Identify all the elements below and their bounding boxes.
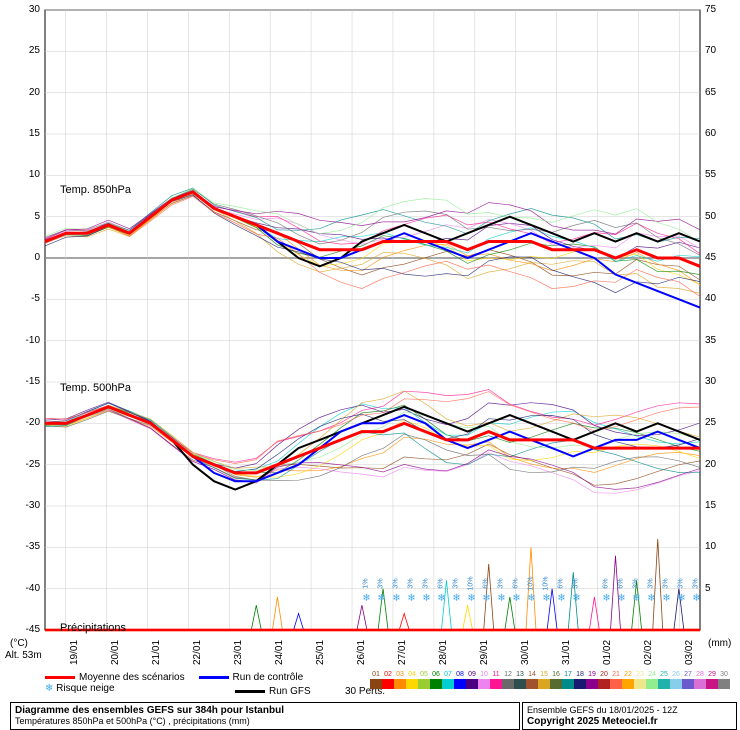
- snow-prob: 10%❄: [524, 580, 538, 604]
- footer-meta-box: Ensemble GEFS du 18/01/2025 - 12ZCopyrig…: [522, 702, 737, 730]
- snow-prob: 1%❄: [359, 580, 373, 604]
- footer-subtitle: Températures 850hPa et 500hPa (°C) , pré…: [15, 716, 250, 726]
- snow-prob: 3%❄: [494, 580, 508, 604]
- y-right-tick: 35: [705, 335, 735, 346]
- footer-title: Diagramme des ensembles GEFS sur 384h po…: [15, 705, 284, 716]
- y-right-tick: 40: [705, 293, 735, 304]
- x-date-tick: 03/02: [684, 640, 695, 665]
- y-left-tick: -20: [10, 417, 40, 428]
- y-left-tick: -25: [10, 459, 40, 470]
- snow-prob: 6%❄: [434, 580, 448, 604]
- y-left-tick: -45: [10, 624, 40, 635]
- x-date-tick: 30/01: [520, 640, 531, 665]
- y-right-tick: 60: [705, 128, 735, 139]
- x-date-tick: 27/01: [397, 640, 408, 665]
- y-left-tick: 30: [10, 4, 40, 15]
- snow-prob: 6%❄: [599, 580, 613, 604]
- snow-prob: 3%❄: [449, 580, 463, 604]
- footer-copyright: Copyright 2025 Meteociel.fr: [527, 716, 658, 727]
- snow-prob: 6%❄: [554, 580, 568, 604]
- y-right-tick: 20: [705, 459, 735, 470]
- label-precip: Précipitations: [60, 622, 126, 634]
- snow-prob: 10%❄: [539, 580, 553, 604]
- x-date-tick: 01/02: [602, 640, 613, 665]
- x-date-tick: 02/02: [643, 640, 654, 665]
- label-temp850: Temp. 850hPa: [60, 184, 131, 196]
- ensemble-chart: 302520151050-5-10-15-20-25-30-35-40-4575…: [0, 0, 740, 700]
- snow-prob: 3%❄: [569, 580, 583, 604]
- y-right-tick: 50: [705, 211, 735, 222]
- snow-prob: 3%❄: [659, 580, 673, 604]
- x-date-tick: 25/01: [315, 640, 326, 665]
- y-left-tick: -10: [10, 335, 40, 346]
- snow-prob: 6%❄: [479, 580, 493, 604]
- snow-prob: 3%❄: [374, 580, 388, 604]
- y-left-unit: (°C): [10, 638, 28, 649]
- x-date-tick: 21/01: [151, 640, 162, 665]
- y-left-tick: 25: [10, 45, 40, 56]
- legend-control: Run de contrôle: [199, 672, 304, 683]
- y-right-tick: 30: [705, 376, 735, 387]
- snow-prob: 3%❄: [689, 580, 703, 604]
- y-left-tick: 0: [10, 252, 40, 263]
- y-left-tick: -5: [10, 293, 40, 304]
- legend-snow: ❄ Risque neige: [45, 683, 115, 694]
- x-date-tick: 28/01: [438, 640, 449, 665]
- y-left-tick: -15: [10, 376, 40, 387]
- x-date-tick: 22/01: [192, 640, 203, 665]
- legend-gfs: Run GFS: [235, 686, 311, 697]
- x-date-tick: 31/01: [561, 640, 572, 665]
- y-right-tick: 25: [705, 417, 735, 428]
- label-temp500: Temp. 500hPa: [60, 382, 131, 394]
- snow-prob: 6%❄: [614, 580, 628, 604]
- y-left-tick: 20: [10, 87, 40, 98]
- y-right-tick: 70: [705, 45, 735, 56]
- y-left-tick: 5: [10, 211, 40, 222]
- y-right-tick: 15: [705, 500, 735, 511]
- snow-prob: 3%❄: [644, 580, 658, 604]
- snow-prob: 3%❄: [389, 580, 403, 604]
- snow-prob: 3%❄: [419, 580, 433, 604]
- y-left-tick: -30: [10, 500, 40, 511]
- x-date-tick: 23/01: [233, 640, 244, 665]
- snow-prob: 6%❄: [509, 580, 523, 604]
- y-left-tick: -40: [10, 583, 40, 594]
- footer-ensemble: Ensemble GEFS du 18/01/2025 - 12Z: [527, 705, 678, 715]
- y-left-tick: -35: [10, 541, 40, 552]
- x-date-tick: 19/01: [69, 640, 80, 665]
- x-date-tick: 24/01: [274, 640, 285, 665]
- altitude-label: Alt. 53m: [5, 650, 42, 661]
- snow-prob: 3%❄: [629, 580, 643, 604]
- y-right-unit: (mm): [708, 638, 731, 649]
- x-date-tick: 26/01: [356, 640, 367, 665]
- pert-swatches: 0102030405060708091011121314151617181920…: [370, 669, 730, 691]
- y-left-tick: 10: [10, 169, 40, 180]
- snow-prob: 3%❄: [404, 580, 418, 604]
- y-right-tick: 45: [705, 252, 735, 263]
- y-right-tick: 10: [705, 541, 735, 552]
- footer-title-box: Diagramme des ensembles GEFS sur 384h po…: [10, 702, 520, 730]
- snow-prob: 3%❄: [674, 580, 688, 604]
- snow-prob: 10%❄: [464, 580, 478, 604]
- y-right-tick: 55: [705, 169, 735, 180]
- y-right-tick: 75: [705, 4, 735, 15]
- legend-mean: Moyenne des scénarios: [45, 672, 185, 683]
- x-date-tick: 20/01: [110, 640, 121, 665]
- x-date-tick: 29/01: [479, 640, 490, 665]
- y-left-tick: 15: [10, 128, 40, 139]
- y-right-tick: 5: [705, 583, 735, 594]
- y-right-tick: 65: [705, 87, 735, 98]
